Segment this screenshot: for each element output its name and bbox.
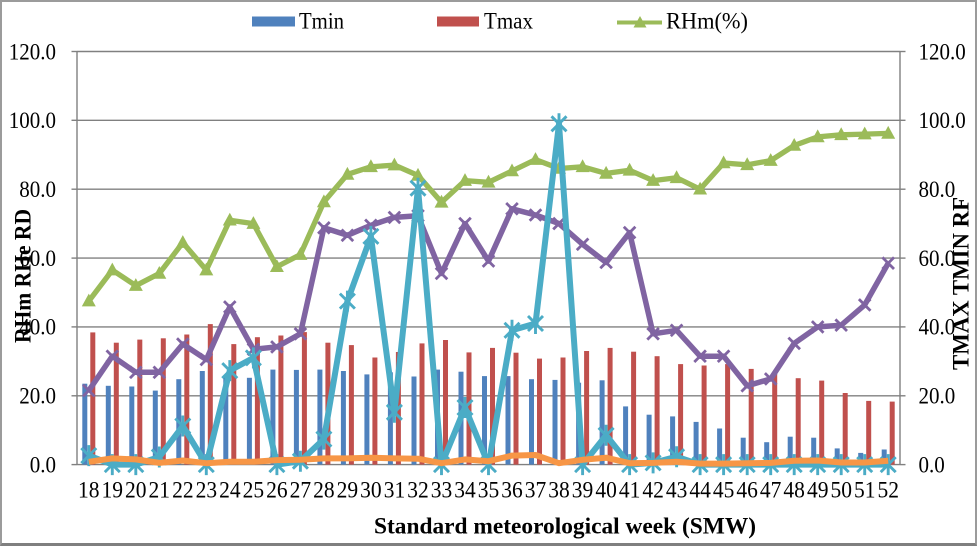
svg-text:26: 26 (266, 478, 288, 503)
svg-text:34: 34 (454, 478, 476, 503)
svg-text:Standard meteorological week (: Standard meteorological week (SMW) (374, 513, 756, 538)
svg-text:32: 32 (407, 478, 429, 503)
svg-text:21: 21 (149, 478, 171, 503)
svg-text:47: 47 (760, 478, 782, 503)
svg-text:20.0: 20.0 (919, 384, 956, 409)
svg-text:37: 37 (525, 478, 547, 503)
svg-text:60.0: 60.0 (919, 246, 956, 271)
svg-text:29: 29 (337, 478, 359, 503)
svg-text:44: 44 (689, 478, 711, 503)
svg-text:52: 52 (877, 478, 899, 503)
svg-text:19: 19 (102, 478, 124, 503)
svg-text:28: 28 (313, 478, 335, 503)
svg-text:45: 45 (713, 478, 735, 503)
svg-text:43: 43 (666, 478, 688, 503)
svg-text:51: 51 (854, 478, 876, 503)
svg-text:46: 46 (736, 478, 758, 503)
svg-text:18: 18 (78, 478, 100, 503)
svg-text:Tmin: Tmin (299, 9, 344, 34)
svg-text:31: 31 (384, 478, 406, 503)
svg-text:80.0: 80.0 (19, 177, 56, 202)
svg-text:Tmax: Tmax (484, 9, 533, 34)
svg-text:100.0: 100.0 (919, 108, 966, 133)
svg-text:22: 22 (172, 478, 194, 503)
svg-text:60.0: 60.0 (19, 246, 56, 271)
svg-text:50: 50 (830, 478, 852, 503)
svg-text:35: 35 (478, 478, 500, 503)
svg-text:41: 41 (619, 478, 641, 503)
svg-text:23: 23 (196, 478, 218, 503)
svg-text:20.0: 20.0 (19, 384, 56, 409)
svg-text:39: 39 (572, 478, 594, 503)
svg-text:24: 24 (219, 478, 241, 503)
svg-text:25: 25 (243, 478, 265, 503)
svg-text:49: 49 (807, 478, 829, 503)
svg-text:RHm(%): RHm(%) (666, 9, 748, 34)
svg-text:20: 20 (125, 478, 147, 503)
svg-text:0.0: 0.0 (919, 452, 945, 477)
svg-text:38: 38 (548, 478, 570, 503)
svg-text:40.0: 40.0 (919, 315, 956, 340)
svg-text:48: 48 (783, 478, 805, 503)
svg-text:RHm RHe RD: RHm RHe RD (11, 209, 36, 343)
svg-text:40.0: 40.0 (19, 315, 56, 340)
svg-text:30: 30 (360, 478, 382, 503)
svg-text:27: 27 (290, 478, 312, 503)
svg-text:120.0: 120.0 (9, 39, 56, 64)
svg-text:80.0: 80.0 (919, 177, 956, 202)
svg-text:36: 36 (501, 478, 523, 503)
svg-text:40: 40 (595, 478, 617, 503)
svg-text:100.0: 100.0 (9, 108, 56, 133)
svg-text:42: 42 (642, 478, 664, 503)
svg-text:TMAX TMIN RF: TMAX TMIN RF (949, 197, 974, 370)
svg-text:120.0: 120.0 (919, 39, 966, 64)
svg-text:0.0: 0.0 (30, 452, 56, 477)
svg-text:33: 33 (431, 478, 453, 503)
